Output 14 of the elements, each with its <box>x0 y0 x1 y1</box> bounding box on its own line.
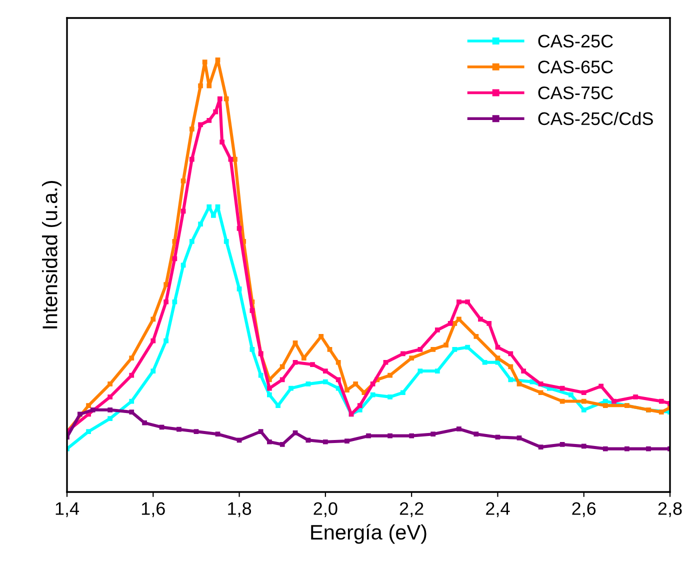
legend-label: CAS-25C <box>538 34 613 48</box>
x-tick-label: 1,8 <box>228 502 252 518</box>
x-tick-label: 2,8 <box>658 502 682 518</box>
x-tick-label: 2,4 <box>486 502 510 518</box>
legend-label: CAS-75C <box>538 86 613 100</box>
x-tick-label: 1,4 <box>56 502 80 518</box>
x-tick-label: 2,2 <box>400 502 424 518</box>
legend-label: CAS-25C/CdS <box>538 112 653 126</box>
x-tick-label: 1,6 <box>142 502 165 518</box>
x-tick-label: 2,0 <box>314 502 338 518</box>
x-axis-title: Energía (eV) <box>311 524 426 544</box>
y-axis-title: Intensidad (u.a.) <box>42 181 62 328</box>
x-tick-label: 2,6 <box>572 502 596 518</box>
legend-label: CAS-65C <box>538 60 613 74</box>
